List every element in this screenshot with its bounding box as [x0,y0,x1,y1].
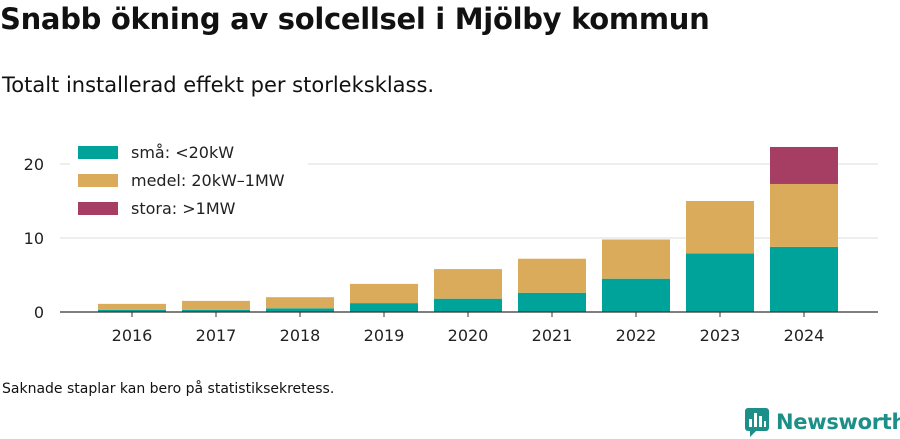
x-tick-label: 2020 [448,326,489,345]
x-tick-label: 2017 [196,326,237,345]
legend-label-1: medel: 20kW–1MW [131,171,285,190]
legend-label-2: stora: >1MW [131,199,236,218]
bar-2018-series-1 [266,297,334,309]
bar-2022-series-1 [602,239,670,279]
bar-2017-series-1 [182,300,250,310]
x-tick-label: 2022 [616,326,657,345]
x-tick-label: 2021 [532,326,573,345]
x-tick-label: 2019 [364,326,405,345]
bar-2018-series-0 [266,308,334,312]
x-tick-label: 2024 [784,326,825,345]
y-tick-label: 0 [34,303,44,322]
bar-2024-series-1 [770,183,838,247]
bar-2023-series-0 [686,253,754,312]
bar-2022-series-0 [602,278,670,312]
legend-label-0: små: <20kW [131,143,234,162]
x-tick-label: 2023 [700,326,741,345]
x-tick-label: 2016 [112,326,153,345]
stacked-bar-chart: 0 10 20 2016 2017 2018 2019 2020 2021 2022 2023 202… [23,143,878,345]
x-tick-label: 2018 [280,326,321,345]
footnote: Saknade staplar kan bero på statistiksek… [2,381,335,397]
bar-2024-series-2 [770,146,838,184]
chart-title: Snabb ökning av solcellsel i Mjölby komm… [0,2,710,36]
bar-2020-series-1 [434,269,502,299]
bar-2021-series-0 [518,292,586,312]
brand-name: Newsworthy [776,410,900,434]
legend-swatch-0 [78,146,118,159]
chart-subtitle: Totalt installerad effekt per storlekskl… [2,73,435,97]
y-tick-label: 10 [24,229,44,248]
bar-2020-series-0 [434,298,502,312]
bar-2019-series-1 [350,283,418,304]
legend-swatch-2 [78,202,118,215]
bar-chart-speech-bubble-icon [745,408,769,437]
bar-2019-series-0 [350,303,418,312]
y-tick-label: 20 [24,155,44,174]
bar-2021-series-1 [518,258,586,293]
legend-swatch-1 [78,174,118,187]
bar-2024-series-0 [770,246,838,312]
newsworthy-logo: Newsworthy [744,405,900,439]
bar-2016-series-0 [98,309,166,312]
bar-2016-series-1 [98,303,166,310]
bar-2023-series-1 [686,201,754,254]
bar-2017-series-0 [182,309,250,312]
